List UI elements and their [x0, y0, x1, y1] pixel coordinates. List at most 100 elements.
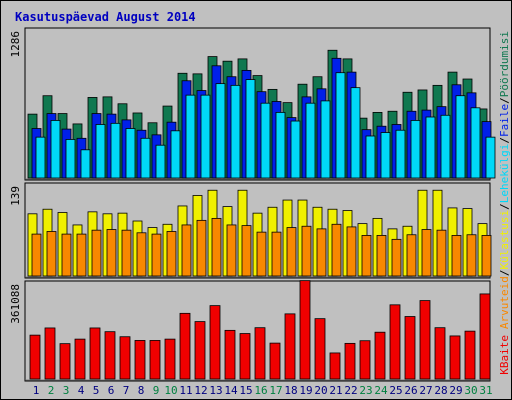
bar-Arvuteid-30	[466, 234, 477, 277]
bar-KBaite-1	[29, 334, 41, 380]
bar-Lehekülgi-6	[110, 122, 121, 179]
bar-KBaite-16	[254, 327, 266, 380]
x-tick-label-16: 16	[254, 384, 267, 397]
bar-Arvuteid-19	[301, 225, 312, 277]
chart-title: Kasutuspäevad August 2014	[15, 10, 196, 24]
bar-KBaite-9	[149, 340, 161, 380]
bar-Lehekülgi-24	[380, 132, 391, 179]
x-tick-label-13: 13	[209, 384, 222, 397]
bar-Lehekülgi-22	[350, 87, 361, 179]
x-tick-label-6: 6	[108, 384, 115, 397]
bar-Lehekülgi-26	[410, 120, 421, 179]
panel-bottom: 361088	[9, 280, 491, 382]
legend-sep2: /	[498, 203, 511, 210]
x-tick-label-4: 4	[78, 384, 85, 397]
bar-Arvuteid-3	[61, 233, 72, 277]
bar-Arvuteid-17	[271, 231, 282, 277]
bar-Lehekülgi-20	[320, 100, 331, 179]
legend-kbytes: KBaite	[498, 335, 511, 375]
x-tick-label-15: 15	[239, 384, 252, 397]
bar-Lehekülgi-9	[155, 144, 166, 179]
bar-Lehekülgi-18	[290, 120, 301, 179]
bar-Lehekülgi-5	[95, 124, 106, 179]
bar-Lehekülgi-13	[215, 83, 226, 179]
x-tick-label-28: 28	[434, 384, 447, 397]
x-tick-label-26: 26	[404, 384, 417, 397]
bar-KBaite-6	[104, 331, 116, 380]
x-tick-label-14: 14	[224, 384, 238, 397]
bar-KBaite-12	[194, 321, 206, 380]
bar-Arvuteid-9	[151, 233, 162, 277]
bar-KBaite-22	[344, 342, 356, 380]
bar-Arvuteid-26	[406, 234, 417, 277]
bar-Arvuteid-2	[46, 231, 57, 277]
bar-Lehekülgi-16	[260, 102, 271, 179]
bar-KBaite-31	[479, 293, 491, 380]
bar-KBaite-8	[134, 340, 146, 380]
x-tick-label-29: 29	[449, 384, 462, 397]
x-tick-label-22: 22	[344, 384, 357, 397]
x-tick-label-19: 19	[299, 384, 312, 397]
x-tick-label-21: 21	[329, 384, 342, 397]
legend-sep1: /	[498, 269, 511, 276]
chart-panels: 1286 139 361088	[9, 27, 496, 382]
bar-KBaite-23	[359, 340, 371, 380]
bar-Arvuteid-7	[121, 229, 132, 277]
bar-Arvuteid-23	[361, 235, 372, 277]
x-tick-label-1: 1	[33, 384, 40, 397]
bar-Arvuteid-24	[376, 235, 387, 277]
bar-KBaite-3	[59, 343, 71, 380]
bar-Arvuteid-29	[451, 235, 462, 277]
bar-KBaite-19	[299, 280, 311, 380]
bar-Arvuteid-25	[391, 238, 402, 277]
bar-Arvuteid-8	[136, 232, 147, 277]
x-tick-label-9: 9	[153, 384, 160, 397]
bar-Lehekülgi-27	[425, 116, 436, 179]
bar-Lehekülgi-10	[170, 130, 181, 179]
legend-group: KBaite	[498, 335, 511, 375]
bar-Arvuteid-21	[331, 223, 342, 277]
legend-sep3: /	[498, 137, 511, 144]
x-tick-label-25: 25	[389, 384, 402, 397]
bar-KBaite-25	[389, 304, 401, 380]
legend-hits: Pöördumisi	[498, 31, 511, 97]
bar-Lehekülgi-19	[305, 102, 316, 179]
bar-KBaite-28	[434, 327, 446, 380]
right-legend: Arvuteid/Külastusi/Lehekülgi/Faile/Pöörd…	[498, 31, 511, 375]
bar-Lehekülgi-29	[455, 95, 466, 179]
legend-sites: Arvuteid	[498, 276, 511, 329]
bar-KBaite-30	[464, 330, 476, 380]
x-tick-label-20: 20	[314, 384, 327, 397]
bar-Arvuteid-6	[106, 229, 117, 277]
bar-Lehekülgi-2	[50, 120, 61, 179]
bar-Arvuteid-13	[211, 217, 222, 277]
x-tick-label-24: 24	[374, 384, 388, 397]
bar-Lehekülgi-3	[65, 139, 76, 179]
bar-Arvuteid-12	[196, 219, 207, 277]
panel-top: 1286	[9, 27, 496, 181]
bar-Lehekülgi-31	[485, 136, 496, 179]
bar-Arvuteid-28	[436, 229, 447, 277]
bar-Lehekülgi-11	[185, 94, 196, 179]
bar-Lehekülgi-15	[245, 79, 256, 179]
bar-KBaite-18	[284, 313, 296, 380]
bar-Arvuteid-4	[76, 233, 87, 277]
svg-text:KBaite: KBaite	[498, 335, 511, 375]
bar-KBaite-27	[419, 300, 431, 380]
bar-KBaite-13	[209, 305, 221, 380]
x-axis-day-labels: 1 2 3 4 5 6 7 8 9 10 11 12 13 14 15 16 17 18 19 20 21 22 23 24 2…	[33, 384, 493, 397]
x-tick-label-11: 11	[179, 384, 192, 397]
bar-Lehekülgi-12	[200, 94, 211, 179]
x-tick-label-30: 30	[464, 384, 477, 397]
bar-Lehekülgi-8	[140, 137, 151, 179]
x-tick-label-10: 10	[164, 384, 177, 397]
bar-KBaite-26	[404, 316, 416, 380]
bar-Lehekülgi-14	[230, 84, 241, 179]
legend-files: Faile	[498, 104, 511, 137]
bar-KBaite-7	[119, 336, 131, 380]
x-tick-label-8: 8	[138, 384, 145, 397]
legend-group: Arvuteid/Külastusi/Lehekülgi/Faile/Pöörd…	[498, 31, 511, 329]
x-tick-label-3: 3	[63, 384, 70, 397]
